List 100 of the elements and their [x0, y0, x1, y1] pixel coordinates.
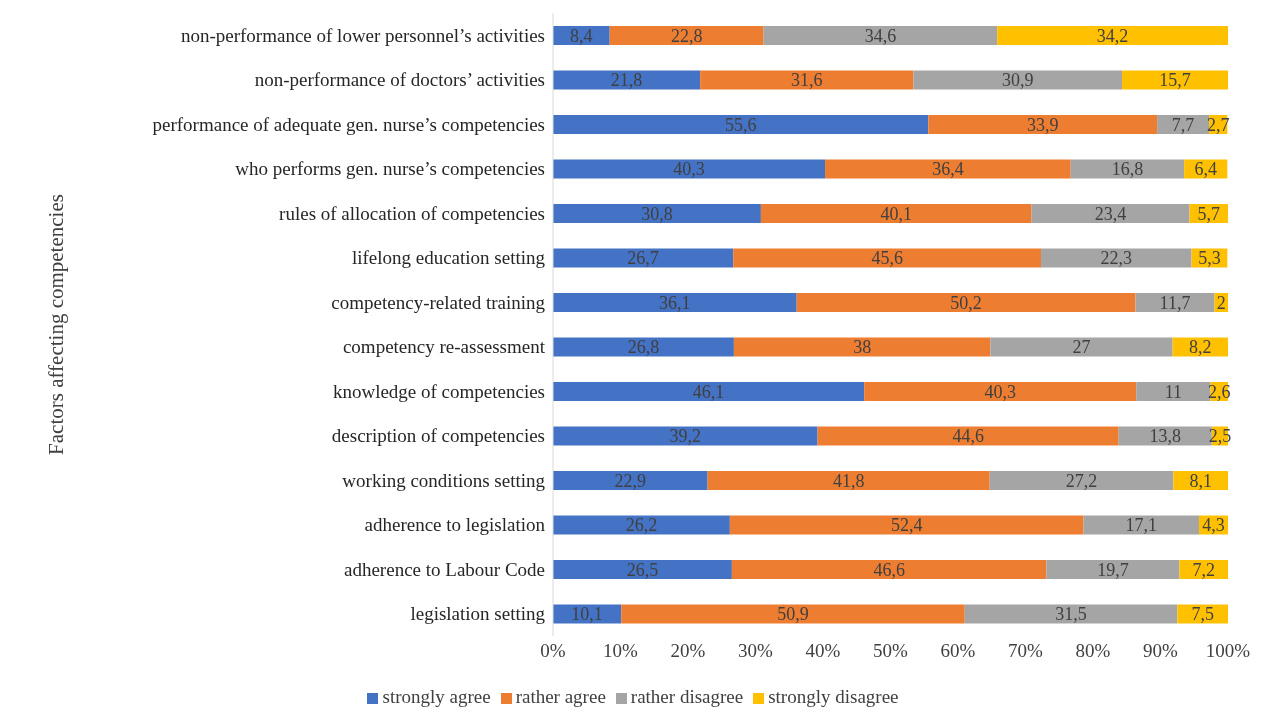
x-tick-label: 20% [670, 640, 706, 662]
data-label: 34,2 [1096, 25, 1129, 46]
bar [553, 293, 797, 312]
bar [1083, 515, 1199, 535]
data-label: 5,3 [1198, 248, 1221, 269]
data-label: 45,6 [871, 248, 903, 269]
y-tick-label: adherence to legislation [364, 514, 546, 536]
x-tick-label: 30% [738, 640, 774, 662]
data-label: 41,8 [832, 470, 865, 491]
y-tick-label: competency-related training [331, 291, 546, 313]
y-tick-label: rules of allocation of competencies [279, 202, 545, 224]
x-tick-label: 90% [1143, 640, 1179, 662]
bar [1122, 70, 1228, 90]
x-tick-label: 100% [1205, 640, 1251, 662]
legend-label: strongly agree [382, 686, 491, 707]
bar [817, 426, 1119, 446]
bar [928, 115, 1158, 134]
x-tick-label: 80% [1075, 640, 1111, 662]
y-axis-title: Factors affecting competencies [44, 194, 69, 455]
data-label: 22,9 [614, 470, 647, 491]
data-label: 31,6 [791, 70, 823, 91]
x-tick-label: 40% [805, 640, 841, 662]
data-label: 19,7 [1097, 559, 1129, 580]
bar [1041, 248, 1192, 268]
data-label: 40,3 [673, 159, 705, 180]
data-label: 50,9 [777, 604, 809, 625]
y-tick-label: competency re-assessment [342, 336, 546, 358]
data-label: 6,4 [1194, 159, 1217, 180]
data-label: 27,2 [1065, 470, 1098, 491]
bar [621, 604, 965, 624]
bar [1031, 204, 1190, 223]
y-tick-label: lifelong education setting [351, 247, 546, 269]
data-label: 30,9 [1001, 70, 1034, 91]
data-label: 10,1 [571, 604, 603, 625]
bar [700, 70, 914, 90]
bar [763, 26, 998, 45]
data-label: 26,8 [627, 337, 660, 358]
bar [553, 115, 929, 134]
bar [553, 560, 732, 579]
bar [553, 382, 865, 401]
y-tick-label: adherence to Labour Code [344, 558, 545, 580]
x-tick-label: 70% [1008, 640, 1044, 662]
data-label: 36,1 [659, 292, 691, 313]
data-label: 46,1 [692, 381, 725, 402]
y-tick-label: description of competencies [331, 425, 545, 447]
bar [989, 471, 1174, 490]
data-label: 46,6 [873, 559, 905, 580]
bar [731, 560, 1047, 579]
y-tick-label: performance of adequate gen. nurse’s competencies [152, 114, 545, 135]
data-label: 50,2 [950, 292, 982, 313]
bar [553, 204, 761, 223]
y-tick-label: knowledge of competencies [332, 380, 545, 402]
legend-label: rather agree [515, 686, 606, 707]
y-tick-label: working conditions setting [342, 469, 546, 491]
data-label: 33,9 [1026, 114, 1059, 135]
bar [729, 515, 1084, 535]
data-label: 4,3 [1202, 515, 1225, 536]
data-label: 2 [1216, 292, 1226, 313]
data-label: 7,7 [1171, 114, 1195, 135]
data-label: 38 [853, 337, 872, 358]
data-label: 15,7 [1159, 70, 1191, 91]
data-label: 8,2 [1189, 337, 1212, 358]
data-label: 17,1 [1125, 515, 1158, 536]
bar [990, 337, 1173, 357]
bar [964, 604, 1178, 624]
bar [553, 248, 734, 268]
data-label: 55,6 [724, 114, 757, 135]
bar [609, 26, 764, 45]
data-label: 22,3 [1100, 248, 1133, 269]
data-label: 44,6 [952, 426, 984, 447]
bar [760, 204, 1032, 223]
data-label: 36,4 [932, 159, 964, 180]
bar [825, 159, 1071, 179]
data-label: 27 [1072, 337, 1091, 358]
data-label: 52,4 [890, 515, 923, 536]
legend-label: strongly disagree [768, 686, 899, 707]
data-label: 16,8 [1111, 159, 1144, 180]
y-tick-label: non-performance of lower personnel’s activities [180, 24, 545, 46]
y-tick-label: who performs gen. nurse’s competencies [235, 158, 545, 180]
data-label: 26,7 [627, 248, 659, 269]
bar [796, 293, 1136, 312]
data-label: 7,5 [1191, 604, 1214, 625]
bar [1135, 293, 1215, 312]
data-label: 7,2 [1192, 559, 1215, 580]
data-label: 30,8 [641, 203, 673, 224]
data-label: 21,8 [610, 70, 643, 91]
legend-label: rather disagree [630, 686, 744, 707]
bar [553, 515, 730, 535]
bar [553, 471, 708, 490]
data-label: 8,1 [1189, 470, 1212, 491]
data-label: 26,2 [625, 515, 658, 536]
bar [733, 248, 1042, 268]
x-tick-label: 50% [873, 640, 909, 662]
data-label: 23,4 [1094, 203, 1127, 224]
data-label: 8,4 [570, 25, 593, 46]
bar [913, 70, 1123, 90]
data-label: 34,6 [864, 25, 897, 46]
data-label: 26,5 [626, 559, 659, 580]
bar [1070, 159, 1185, 179]
data-label: 40,1 [880, 203, 912, 224]
